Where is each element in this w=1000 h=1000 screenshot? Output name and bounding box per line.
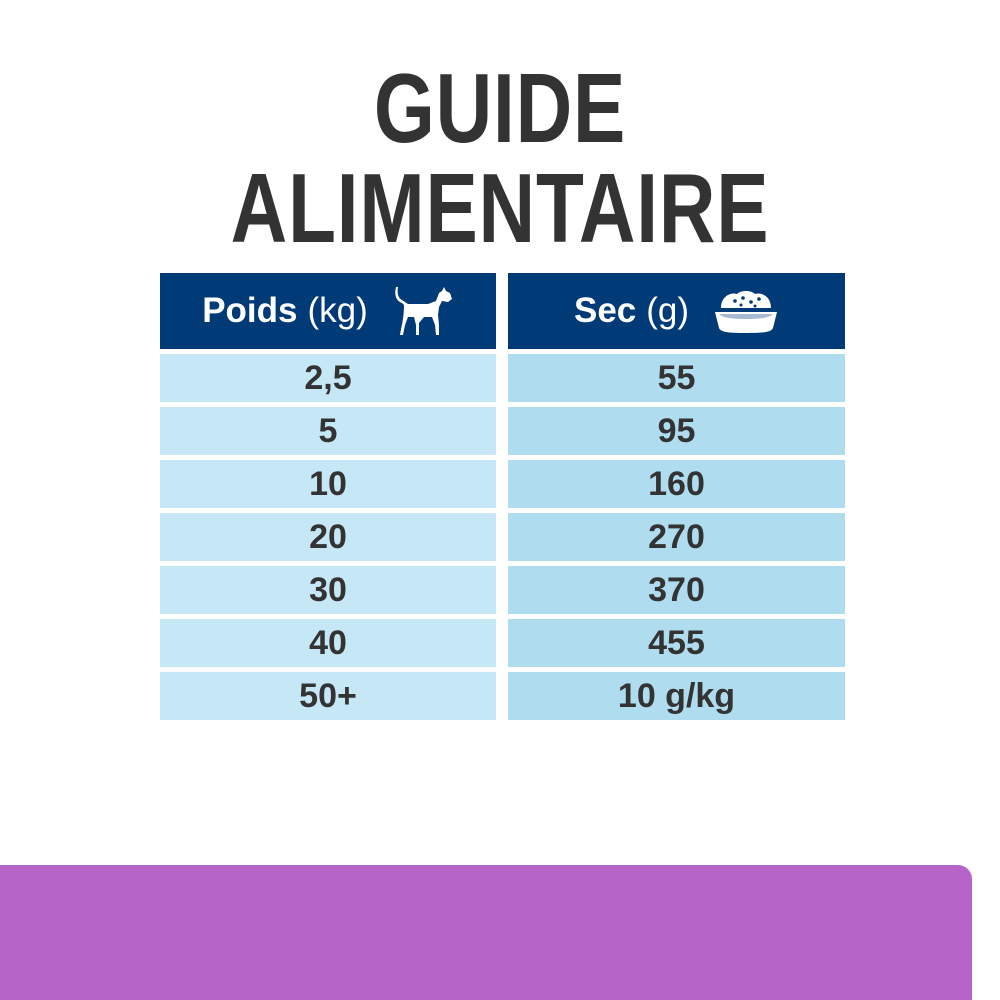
dry-food-header-label: Sec	[573, 291, 637, 330]
dry-food-cell: 270	[508, 513, 845, 561]
weight-header-unit: (kg)	[307, 291, 368, 330]
dry-food-header: Sec (g)	[508, 273, 845, 349]
purple-footer-band	[0, 865, 972, 1000]
page-title: GUIDE ALIMENTAIRE	[0, 58, 1000, 258]
weight-header: Poids (kg)	[160, 273, 496, 349]
weight-cell: 50+	[160, 672, 496, 720]
dry-food-column: Sec (g) 55 95 160 270 370 455 10 g/kg	[508, 273, 845, 720]
dry-food-cell: 55	[508, 354, 845, 402]
weight-cell: 10	[160, 460, 496, 508]
weight-cell: 20	[160, 513, 496, 561]
weight-cell: 40	[160, 619, 496, 667]
weight-column: Poids (kg) 2,5 5 10 20 30 40 50+	[160, 273, 496, 720]
weight-cell: 5	[160, 407, 496, 455]
dry-food-cell: 160	[508, 460, 845, 508]
title-text: GUIDE ALIMENTAIRE	[230, 53, 770, 263]
dog-icon	[395, 287, 452, 335]
dry-food-cell: 10 g/kg	[508, 672, 845, 720]
weight-cell: 2,5	[160, 354, 496, 402]
dry-food-cell: 370	[508, 566, 845, 614]
dry-food-header-unit: (g)	[646, 291, 690, 330]
weight-header-label: Poids	[202, 291, 298, 330]
dry-food-cell: 95	[508, 407, 845, 455]
dry-food-cell: 455	[508, 619, 845, 667]
food-bowl-icon	[715, 291, 778, 333]
weight-cell: 30	[160, 566, 496, 614]
